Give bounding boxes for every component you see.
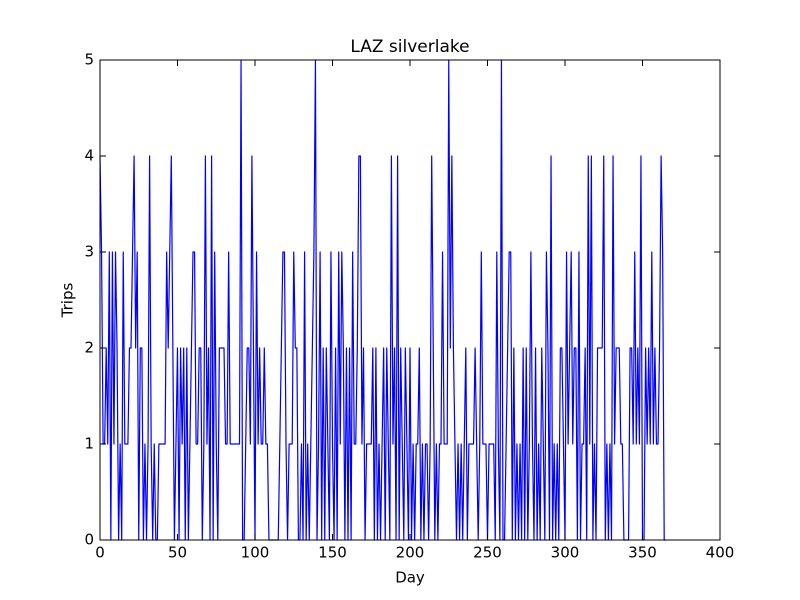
x-tick-label: 200 [396, 544, 425, 562]
y-tick-label: 1 [84, 435, 94, 453]
x-tick-label: 0 [95, 544, 105, 562]
x-tick-label: 250 [473, 544, 502, 562]
y-axis-label: Trips [59, 283, 77, 319]
x-axis-label: Day [395, 569, 425, 587]
chart-title: LAZ silverlake [350, 37, 469, 57]
plot-frame [99, 59, 721, 541]
x-tick-label: 150 [318, 544, 347, 562]
y-tick-label: 3 [84, 243, 94, 261]
x-tick-label: 100 [241, 544, 270, 562]
x-tick-label: 300 [551, 544, 580, 562]
y-tick-label: 5 [84, 51, 94, 69]
x-tick-label: 350 [628, 544, 657, 562]
y-tick-label: 4 [84, 147, 94, 165]
y-tick-label: 2 [84, 339, 94, 357]
x-tick-label: 50 [168, 544, 187, 562]
y-tick-label: 0 [84, 531, 94, 549]
data-line [99, 59, 666, 541]
x-tick-label: 400 [706, 544, 735, 562]
